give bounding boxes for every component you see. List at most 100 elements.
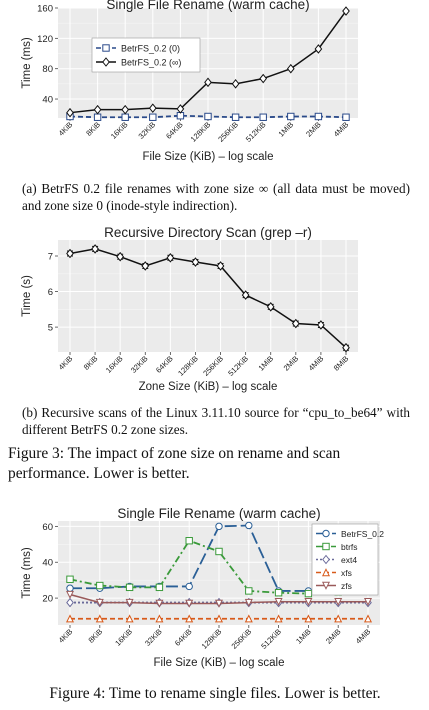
- data-point: [66, 597, 74, 608]
- x-tick-label: 512KiB: [259, 627, 283, 651]
- data-point: [245, 521, 253, 530]
- legend-marker: [321, 568, 331, 577]
- figure-3b: 5 6 7 4KiB 8KiB 16KiB 32KiB 64KiB 128KiB 256KiB 51…: [0, 222, 429, 400]
- data-point: [214, 614, 224, 623]
- data-point: [216, 261, 225, 271]
- data-point: [66, 107, 74, 118]
- data-point: [155, 599, 164, 608]
- data-point: [231, 113, 240, 121]
- data-point: [304, 597, 313, 607]
- data-point: [241, 290, 250, 300]
- data-point: [66, 248, 74, 259]
- data-point: [215, 547, 223, 556]
- data-point: [96, 581, 104, 590]
- x-tick-label: 16KiB: [113, 627, 134, 648]
- data-point: [155, 583, 164, 592]
- data-point: [304, 589, 313, 598]
- x-tick-label: 32KiB: [143, 627, 164, 648]
- x-tick-label: 256KiB: [216, 120, 240, 144]
- x-tick-label: 256KiB: [230, 627, 254, 651]
- data-point: [166, 252, 175, 263]
- data-point: [125, 598, 134, 607]
- series-4: [65, 590, 373, 608]
- y-tick-label: 40: [42, 95, 53, 106]
- x-tick-label: 2MiB: [324, 627, 343, 646]
- data-point: [304, 614, 313, 623]
- data-point: [342, 342, 350, 353]
- x-tick-label: 8KiB: [87, 627, 105, 645]
- data-point: [342, 6, 350, 16]
- x-tick-label: 512KiB: [244, 120, 268, 144]
- x-tick-label: 4MiB: [332, 120, 351, 139]
- data-point: [231, 79, 240, 89]
- x-tick-label: 128KiB: [189, 120, 213, 144]
- data-point: [121, 104, 130, 115]
- y-tick-label: 60: [42, 522, 53, 533]
- legend-marker: [322, 542, 330, 551]
- data-point: [342, 113, 350, 121]
- legend-marker: [102, 57, 110, 67]
- data-point: [215, 522, 223, 531]
- x-tick-label: 1MiB: [294, 627, 313, 646]
- data-point: [274, 589, 283, 597]
- data-point: [334, 597, 343, 607]
- data-point: [259, 113, 267, 121]
- caption-3b: (b) Recursive scans of the Linux 3.11.10…: [22, 405, 410, 437]
- y-tick-label: 120: [37, 34, 53, 45]
- data-point: [65, 590, 75, 599]
- legend-label: zfs: [341, 581, 352, 591]
- data-point: [334, 614, 343, 623]
- data-point: [287, 112, 295, 121]
- data-point: [274, 597, 283, 607]
- legend-label: BetrFS_0.2 (∞): [121, 58, 181, 68]
- data-point: [66, 575, 74, 583]
- x-tick-label: 4MiB: [307, 354, 326, 373]
- y-tick-label: 6: [48, 287, 53, 298]
- data-point: [266, 302, 275, 312]
- legend-label: xfs: [341, 568, 352, 578]
- legend: BetrFS_0.2 (0) BetrFS_0.2 (∞): [91, 37, 201, 73]
- data-point: [95, 614, 104, 623]
- y-tick-label: 160: [37, 4, 53, 15]
- caption-3a: (a) BetrFS 0.2 file renames with zone si…: [22, 181, 410, 213]
- x-tick-label: 32KiB: [137, 120, 158, 141]
- chart-title: Single File Rename (warm cache): [106, 0, 309, 12]
- legend-marker: [322, 554, 330, 565]
- legend-label: BetrFS_0.2 (0): [121, 44, 180, 54]
- data-point: [291, 318, 300, 329]
- figure-3-caption: Figure 3: The impact of zone size on ren…: [8, 445, 341, 482]
- figure-4-caption: Figure 4: Time to rename single files. L…: [49, 685, 381, 702]
- data-point: [191, 257, 200, 267]
- data-point: [95, 598, 104, 607]
- chart-directory-scan: 5 6 7 4KiB 8KiB 16KiB 32KiB 64KiB 128KiB 256KiB 51…: [21, 225, 358, 393]
- data-point: [148, 103, 157, 113]
- y-axis-label: Time (ms): [21, 37, 33, 88]
- legend-label: btrfs: [341, 542, 358, 552]
- y-tick-label: 7: [48, 252, 53, 263]
- x-tick-label: 2MiB: [304, 120, 323, 139]
- x-tick-label: 4KiB: [57, 120, 75, 138]
- legend-marker: [322, 529, 330, 538]
- x-tick-label: 64KiB: [164, 120, 185, 141]
- data-point: [214, 599, 224, 608]
- legend-marker: [321, 581, 331, 590]
- legend-marker: [102, 44, 110, 52]
- series-line: [69, 248, 347, 349]
- chart-rename-filesystems: 20 40 60 4KiB 8KiB 16KiB 32KiB 64KiB 128KiB 256Ki…: [21, 506, 384, 669]
- data-point: [125, 583, 134, 592]
- x-axis-label: File Size (KiB) – log scale: [153, 657, 284, 669]
- data-point: [155, 614, 164, 623]
- x-tick-label: 32KiB: [129, 354, 150, 375]
- data-point: [363, 614, 373, 623]
- legend-box: [91, 37, 201, 73]
- x-tick-label: 2MiB: [282, 354, 301, 373]
- x-tick-label: 256KiB: [201, 354, 225, 378]
- data-point: [245, 587, 253, 595]
- data-point: [204, 112, 212, 121]
- data-point: [185, 599, 194, 608]
- y-tick-label: 5: [48, 323, 53, 334]
- series-1: [66, 6, 350, 118]
- x-tick-label: 1MiB: [277, 120, 296, 139]
- chart-title: Recursive Directory Scan (grep –r): [104, 225, 312, 240]
